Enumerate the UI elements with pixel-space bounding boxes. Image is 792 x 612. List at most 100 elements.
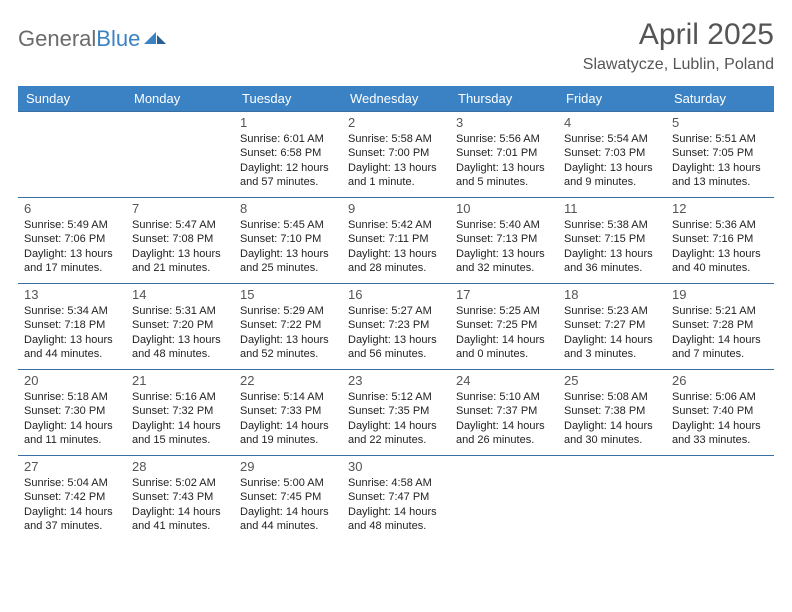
day-number: 12 <box>672 201 768 216</box>
day-cell: 11Sunrise: 5:38 AMSunset: 7:15 PMDayligh… <box>558 198 666 284</box>
day-info-line: and 37 minutes. <box>24 519 120 533</box>
day-info-line: and 1 minute. <box>348 175 444 189</box>
day-info-line: Sunrise: 5:29 AM <box>240 304 336 318</box>
logo-text: GeneralBlue <box>18 26 140 52</box>
day-info-line: and 57 minutes. <box>240 175 336 189</box>
day-info-line: and 52 minutes. <box>240 347 336 361</box>
day-cell: 15 Sunrise: 5:29 AMSunset: 7:22 PMDayligh… <box>234 284 342 370</box>
day-info-line: Sunset: 7:10 PM <box>240 232 336 246</box>
day-info-line: Sunrise: 6:01 AM <box>240 132 336 146</box>
day-number: 14 <box>132 287 228 302</box>
day-info-line: and 5 minutes. <box>456 175 552 189</box>
day-cell: 25 Sunrise: 5:08 AMSunset: 7:38 PMDayligh… <box>558 370 666 456</box>
day-info-line: Sunset: 7:22 PM <box>240 318 336 332</box>
day-info-line: Daylight: 13 hours <box>564 247 660 261</box>
day-cell: 21Sunrise: 5:16 AMSunset: 7:32 PMDayligh… <box>126 370 234 456</box>
day-info-line: Sunrise: 5:36 AM <box>672 218 768 232</box>
day-info-line: Daylight: 13 hours <box>564 161 660 175</box>
day-info-line: and 30 minutes. <box>564 433 660 447</box>
day-cell: 26Sunrise: 5:06 AMSunset: 7:40 PMDayligh… <box>666 370 774 456</box>
day-cell: 19Sunrise: 5:21 AMSunset: 7:28 PMDayligh… <box>666 284 774 370</box>
day-cell: 17Sunrise: 5:25 AMSunset: 7:25 PMDayligh… <box>450 284 558 370</box>
day-info-line: and 9 minutes. <box>564 175 660 189</box>
day-info-line: Daylight: 13 hours <box>672 161 768 175</box>
day-number: 18 <box>564 287 660 302</box>
day-info-line: Sunset: 7:11 PM <box>348 232 444 246</box>
day-number: 29 <box>240 459 336 474</box>
day-info-line: Daylight: 14 hours <box>672 419 768 433</box>
day-cell <box>558 456 666 542</box>
day-info-line: Sunset: 7:18 PM <box>24 318 120 332</box>
day-info-line: Daylight: 13 hours <box>348 161 444 175</box>
day-info-line: and 19 minutes. <box>240 433 336 447</box>
day-info-line: Daylight: 13 hours <box>348 247 444 261</box>
day-info-line: Daylight: 14 hours <box>240 505 336 519</box>
day-info-line: and 3 minutes. <box>564 347 660 361</box>
day-cell: 30Sunrise: 4:58 AMSunset: 7:47 PMDayligh… <box>342 456 450 542</box>
day-info-line: Sunset: 7:37 PM <box>456 404 552 418</box>
week-row: 27Sunrise: 5:04 AMSunset: 7:42 PMDayligh… <box>18 456 774 542</box>
header-row: SundayMondayTuesdayWednesdayThursdayFrid… <box>18 86 774 112</box>
day-info-line: Sunrise: 5:00 AM <box>240 476 336 490</box>
day-info-line: Sunset: 7:38 PM <box>564 404 660 418</box>
day-info-line: Sunrise: 5:21 AM <box>672 304 768 318</box>
day-cell <box>18 112 126 198</box>
day-info-line: Sunset: 7:01 PM <box>456 146 552 160</box>
week-row: 13Sunrise: 5:34 AMSunset: 7:18 PMDayligh… <box>18 284 774 370</box>
day-info-line: and 21 minutes. <box>132 261 228 275</box>
day-info-line: Daylight: 14 hours <box>564 333 660 347</box>
day-info-line: Sunset: 7:05 PM <box>672 146 768 160</box>
logo-word-2: Blue <box>96 26 140 51</box>
logo-word-1: General <box>18 26 96 51</box>
day-number: 4 <box>564 115 660 130</box>
day-info-line: Sunset: 7:25 PM <box>456 318 552 332</box>
day-info-line: Sunrise: 5:56 AM <box>456 132 552 146</box>
day-info-line: Sunrise: 4:58 AM <box>348 476 444 490</box>
calendar-table: SundayMondayTuesdayWednesdayThursdayFrid… <box>18 86 774 542</box>
day-number: 22 <box>240 373 336 388</box>
day-info-line: Sunset: 7:16 PM <box>672 232 768 246</box>
day-number: 25 <box>564 373 660 388</box>
day-info-line: Sunset: 7:28 PM <box>672 318 768 332</box>
day-number: 15 <box>240 287 336 302</box>
day-info-line: Sunset: 7:43 PM <box>132 490 228 504</box>
day-number: 7 <box>132 201 228 216</box>
day-cell: 22Sunrise: 5:14 AMSunset: 7:33 PMDayligh… <box>234 370 342 456</box>
day-info-line: and 25 minutes. <box>240 261 336 275</box>
week-row: 6Sunrise: 5:49 AMSunset: 7:06 PMDaylight… <box>18 198 774 284</box>
title-block: April 2025 Slawatycze, Lublin, Poland <box>583 18 774 74</box>
day-info-line: and 41 minutes. <box>132 519 228 533</box>
day-info-line: Sunset: 7:00 PM <box>348 146 444 160</box>
day-info-line: Daylight: 14 hours <box>240 419 336 433</box>
day-info-line: Sunrise: 5:45 AM <box>240 218 336 232</box>
day-info-line: Sunset: 7:47 PM <box>348 490 444 504</box>
day-info-line: and 36 minutes. <box>564 261 660 275</box>
day-info-line: Daylight: 14 hours <box>564 419 660 433</box>
day-info-line: Sunrise: 5:54 AM <box>564 132 660 146</box>
day-info-line: Sunset: 7:42 PM <box>24 490 120 504</box>
day-info-line: Daylight: 13 hours <box>672 247 768 261</box>
logo-mark-icon <box>144 28 166 51</box>
day-info-line: Daylight: 13 hours <box>348 333 444 347</box>
week-row: 1 Sunrise: 6:01 AMSunset: 6:58 PM Daylight… <box>18 112 774 198</box>
day-number: 2 <box>348 115 444 130</box>
day-info-line: Sunset: 7:30 PM <box>24 404 120 418</box>
day-info-line: Sunrise: 5:08 AM <box>564 390 660 404</box>
day-info-line: Daylight: 14 hours <box>348 419 444 433</box>
day-info-line: Sunrise: 5:47 AM <box>132 218 228 232</box>
day-number: 1 <box>240 115 336 130</box>
day-info-line: Daylight: 13 hours <box>240 333 336 347</box>
day-info-line: and 28 minutes. <box>348 261 444 275</box>
day-number: 23 <box>348 373 444 388</box>
day-info-line: and 32 minutes. <box>456 261 552 275</box>
day-info-line: Sunrise: 5:25 AM <box>456 304 552 318</box>
day-cell: 13Sunrise: 5:34 AMSunset: 7:18 PMDayligh… <box>18 284 126 370</box>
day-cell: 14Sunrise: 5:31 AMSunset: 7:20 PMDayligh… <box>126 284 234 370</box>
day-info-line: Sunset: 7:35 PM <box>348 404 444 418</box>
day-number: 3 <box>456 115 552 130</box>
day-info-line: Daylight: 13 hours <box>240 247 336 261</box>
day-info-line: Sunset: 7:08 PM <box>132 232 228 246</box>
day-info-line: Sunset: 6:58 PM <box>240 146 336 160</box>
day-cell: 8Sunrise: 5:45 AMSunset: 7:10 PMDaylight… <box>234 198 342 284</box>
day-cell: 4Sunrise: 5:54 AMSunset: 7:03 PMDaylight… <box>558 112 666 198</box>
